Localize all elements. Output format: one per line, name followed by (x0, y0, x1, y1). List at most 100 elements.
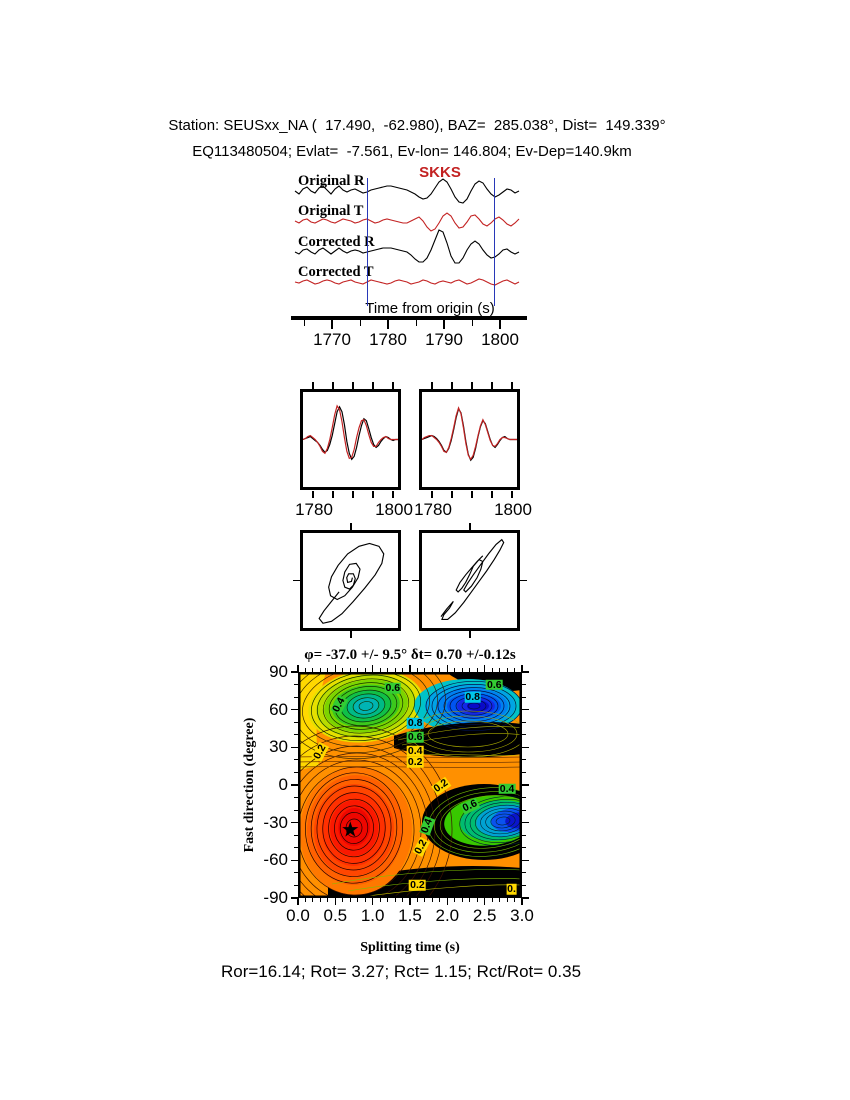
tick-mark (522, 684, 526, 686)
tick-mark (521, 898, 523, 905)
tick-mark (469, 631, 471, 638)
tick-mark (461, 898, 463, 902)
tick-mark (522, 897, 529, 899)
time-axis-label: Time from origin (s) (365, 300, 495, 317)
contour-xtick-label: 0.5 (323, 906, 348, 925)
tick-mark (471, 320, 473, 326)
contour-xlabel: Splitting time (s) (360, 940, 460, 955)
tick-mark (387, 668, 389, 672)
tick-mark (294, 809, 298, 811)
tick-mark (334, 665, 337, 672)
tick-mark (402, 898, 404, 902)
tick-mark (451, 491, 453, 498)
tick-mark (506, 668, 508, 672)
tick-mark (522, 872, 526, 874)
particle-motion-corrected-plot (440, 538, 505, 621)
tick-mark (431, 491, 433, 498)
tick-mark (522, 696, 526, 698)
tick-mark (409, 898, 411, 905)
contour-xtick-label: 2.5 (472, 906, 497, 925)
comparison-tick-label: 1780 (295, 500, 333, 519)
tick-mark (522, 821, 529, 824)
tick-mark (372, 491, 374, 498)
tick-mark (371, 665, 374, 672)
tick-mark (291, 784, 298, 786)
contour-ytick-label: 30 (269, 737, 288, 757)
tick-mark (303, 320, 305, 326)
tick-mark (514, 668, 516, 672)
tick-mark (352, 491, 354, 498)
time-tick-label: 1790 (425, 330, 463, 349)
trace-corrected-r (294, 229, 520, 264)
tick-mark (401, 579, 408, 581)
trace-label-original-r: Original R (298, 173, 365, 189)
tick-mark (312, 668, 314, 672)
tick-mark (312, 382, 314, 389)
comparison-tick-label: 1800 (494, 500, 532, 519)
misfit-contour-plot: 0.4 0.6 0.8 0.6 0.2 0.8 0.6 0.4 0.2 0.2 0.4 0.6 0.4 0… (298, 672, 522, 898)
comparison-right-plot (422, 406, 517, 462)
particle-motion-original-curve (318, 542, 385, 624)
tick-mark (511, 382, 513, 389)
tick-mark (291, 671, 298, 673)
tick-mark (439, 898, 441, 902)
contour-level-label: 0.6 (406, 731, 424, 744)
contour-xtick-label: 3.0 (510, 906, 534, 925)
contour-level-label: 0. (506, 882, 517, 895)
tick-mark (491, 382, 493, 389)
tick-mark (499, 320, 501, 329)
result-title: φ= -37.0 +/- 9.5° δt= 0.70 +/-0.12s (304, 647, 516, 663)
tick-mark (469, 523, 471, 530)
contour-ytick-label: 0 (278, 775, 288, 794)
particle-motion-corrected-curve (440, 538, 505, 621)
tick-mark (364, 898, 366, 902)
tick-mark (357, 668, 359, 672)
comparison-left-black-trace (303, 405, 398, 461)
tick-mark (476, 898, 478, 902)
trace-corrected-t (294, 278, 520, 286)
tick-mark (304, 668, 306, 672)
tick-mark (394, 668, 396, 672)
contour-level-label: 0.6 (486, 678, 503, 691)
tick-mark (327, 668, 329, 672)
tick-mark (387, 320, 389, 329)
time-tick-label: 1770 (313, 330, 351, 349)
tick-mark (511, 491, 513, 498)
best-solution-star-icon: ★ (340, 819, 360, 843)
tick-mark (291, 859, 298, 862)
tick-mark (334, 898, 337, 905)
tick-mark (446, 898, 449, 905)
tick-mark (291, 897, 298, 899)
tick-mark (357, 898, 359, 902)
comparison-right-red-trace (422, 406, 517, 461)
tick-mark (371, 898, 374, 905)
time-tick-label: 1780 (369, 330, 407, 349)
tick-mark (522, 809, 526, 811)
tick-mark (522, 884, 526, 886)
tick-mark (522, 671, 529, 673)
tick-mark (297, 665, 299, 672)
contour-level-label: 0.2 (406, 756, 424, 769)
tick-mark (491, 898, 493, 902)
tick-mark (319, 898, 321, 902)
tick-mark (415, 320, 417, 326)
event-header: EQ113480504; Evlat= -7.561, Ev-lon= 146.… (192, 143, 632, 160)
tick-mark (352, 382, 354, 389)
tick-mark (522, 734, 526, 736)
tick-mark (522, 721, 526, 723)
tick-mark (454, 898, 456, 902)
time-tick-label: 1800 (481, 330, 519, 349)
tick-mark (359, 320, 361, 326)
tick-mark (312, 491, 314, 498)
tick-mark (522, 847, 526, 849)
time-axis-line (291, 316, 527, 320)
tick-mark (364, 668, 366, 672)
window-marker (366, 178, 369, 306)
tick-mark (522, 708, 529, 711)
tick-mark (522, 797, 526, 799)
trace-label-corrected-t: Corrected T (298, 264, 374, 280)
tick-mark (522, 784, 529, 786)
tick-mark (499, 898, 501, 902)
tick-mark (522, 746, 529, 749)
